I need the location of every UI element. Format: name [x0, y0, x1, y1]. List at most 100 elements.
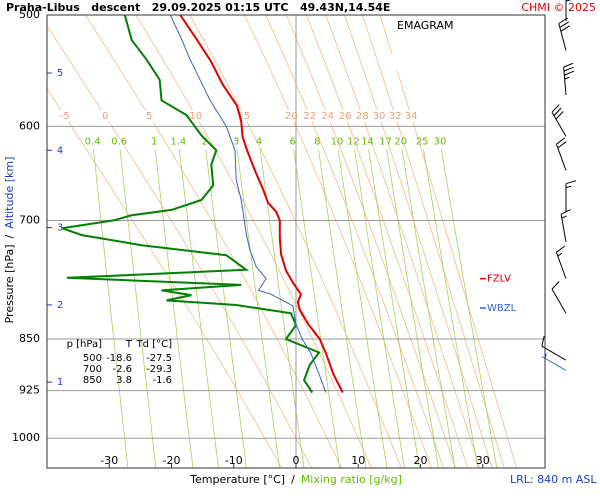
y2-label: Altitude [km]: [3, 157, 16, 229]
mixing-ratio-label: 8: [314, 136, 320, 147]
mixing-ratio-line: [93, 149, 129, 468]
adiabat-label: 26: [339, 111, 352, 122]
level-label: FZLV: [487, 274, 511, 285]
label-bg: [284, 110, 299, 123]
mixing-ratio-label: 17: [379, 136, 392, 147]
x-tick-label: 0: [293, 454, 300, 467]
adiabat-label: 22: [303, 111, 316, 122]
mixing-ratio-line: [337, 149, 388, 468]
mixing-ratio-line: [205, 149, 247, 468]
x2-label: Mixing ratio [g/kg]: [301, 473, 402, 486]
copyright: CHMI © 2025: [521, 1, 596, 14]
mixing-ratio-label: 4: [256, 136, 262, 147]
label-bg: [320, 110, 335, 123]
label-bg: [338, 110, 353, 123]
label-bg: [57, 110, 72, 123]
adiabat-label: 30: [373, 111, 386, 122]
label-bg: [372, 110, 387, 123]
x-tick-label: -30: [100, 454, 118, 467]
y-tick-label: 850: [19, 332, 40, 345]
mixing-ratio-line: [259, 149, 305, 468]
label-bg: [302, 110, 317, 123]
legend-box: [392, 18, 504, 70]
profile-line: [179, 15, 344, 394]
legend-title: EMAGRAM: [397, 19, 454, 32]
y2-tick-label: 5: [57, 68, 63, 79]
mixing-ratio-label: 2: [202, 136, 208, 147]
chart-title: Praha-Libus descent 29.09.2025 01:15 UTC…: [6, 1, 390, 14]
table-cell: -2.6: [112, 364, 132, 375]
table-header: p [hPa]: [67, 339, 102, 350]
wind-barb: [558, 17, 570, 51]
mixing-ratio-label: 20: [394, 136, 407, 147]
separator: /: [291, 473, 295, 486]
wind-barb: [551, 104, 567, 137]
y-tick-label: 600: [19, 119, 40, 132]
profile-line: [61, 15, 321, 394]
mixing-ratio-label: 1: [151, 136, 157, 147]
label-bg: [388, 110, 403, 123]
y-label: Pressure [hPa]: [3, 244, 16, 323]
adiabat-label: 10: [190, 111, 203, 122]
table-cell: 850: [83, 375, 102, 386]
table-header: T: [125, 339, 133, 350]
table-cell: -18.6: [106, 353, 132, 364]
x-tick-label: 30: [476, 454, 490, 467]
mixing-ratio-label: 25: [416, 136, 429, 147]
wind-barb: [565, 180, 577, 212]
adiabat-label: 32: [389, 111, 402, 122]
adiabat-label: 20: [285, 111, 298, 122]
mixing-ratio-label: 30: [434, 136, 447, 147]
mixing-ratio-line: [154, 149, 194, 468]
mixing-ratio-label: 10: [331, 136, 344, 147]
label-bg: [404, 110, 419, 123]
profiles: [61, 15, 344, 394]
footnote: LRL: 840 m ASL: [510, 473, 597, 486]
y-tick-label: 700: [19, 213, 40, 226]
table-header: Td [°C]: [136, 339, 173, 350]
mixing-ratio-label: 3: [233, 136, 239, 147]
mixing-ratio-line: [440, 149, 498, 468]
mixing-ratio-line: [423, 149, 479, 468]
y2-tick-label: 3: [57, 223, 63, 234]
wind-barb: [560, 209, 571, 242]
x-tick-label: 10: [351, 454, 365, 467]
table-cell: 500: [83, 353, 102, 364]
mixing-ratio-line: [368, 149, 420, 468]
table-cell: -1.6: [152, 375, 172, 386]
mixing-ratio-line: [293, 149, 341, 468]
wind-barb: [551, 281, 567, 314]
adiabat-label: 24: [321, 111, 334, 122]
label-bg: [355, 110, 370, 123]
plot-background: -5 0 5 10 15 20 22 24 26 28 30 32 340.4 0.6 1 1.4 2 3 4 6 8 1…: [47, 15, 545, 468]
mixing-ratio-line: [236, 149, 281, 468]
table-cell: -29.3: [146, 364, 172, 375]
mixing-ratio-label: 0.4: [85, 136, 101, 147]
separator: /: [3, 234, 16, 238]
mixing-ratio-line: [401, 149, 456, 468]
label-bg: [142, 110, 157, 123]
y2-tick-label: 1: [57, 377, 63, 388]
mixing-ratio-line: [178, 149, 219, 468]
adiabat-label: 15: [238, 111, 251, 122]
x-label: Temperature [°C]: [189, 473, 285, 486]
wind-barb: [563, 62, 575, 96]
mixing-ratio-line: [386, 149, 440, 468]
mixing-ratio-label: 0.6: [111, 136, 127, 147]
adiabat-label: 28: [356, 111, 369, 122]
y-tick-label: 500: [19, 8, 40, 21]
y2-tick-label: 4: [57, 145, 63, 156]
level-label: WBZL: [487, 303, 517, 314]
x-tick-label: 20: [414, 454, 428, 467]
mixing-ratio-label: 14: [361, 136, 374, 147]
table-cell: 3.8: [116, 375, 132, 386]
wind-barb: [555, 245, 567, 279]
mixing-ratio-label: 6: [289, 136, 295, 147]
adiabat-label: 34: [405, 111, 418, 122]
mixing-ratio-label: 12: [347, 136, 360, 147]
adiabat-label: 5: [146, 111, 152, 122]
mixing-ratio-label: 1.4: [170, 136, 186, 147]
adiabat-label: 0: [102, 111, 108, 122]
label-bg: [98, 110, 113, 123]
